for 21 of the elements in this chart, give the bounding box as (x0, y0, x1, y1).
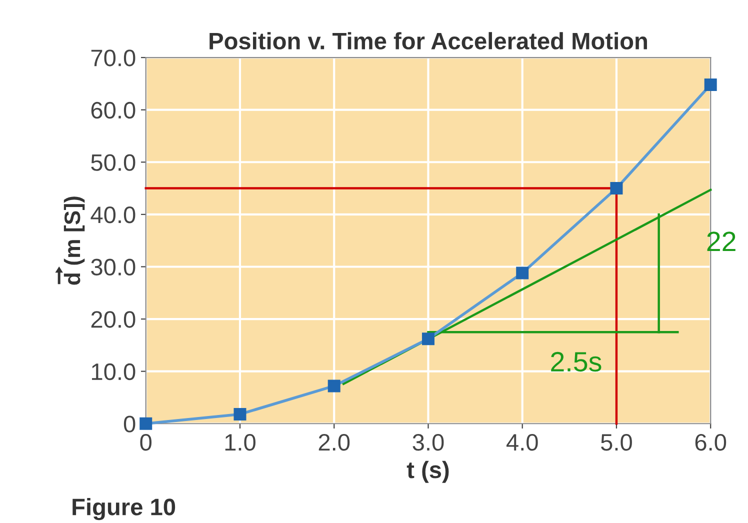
y-axis-title: d (m [S]) (64, 196, 85, 285)
y-tick-label: 60.0 (91, 102, 136, 119)
y-tick-label: 40.0 (90, 206, 136, 224)
x-tick-label: 0 (140, 434, 152, 451)
chart-title: Position v. Time for Accelerated Motion (210, 32, 647, 50)
x-axis-title: t (s) (406, 460, 449, 483)
y-tick-label: 10.0 (92, 363, 136, 380)
annotation: 22 (707, 232, 736, 252)
annotation: 2.5s (551, 352, 602, 372)
x-tick-label: 6.0 (695, 434, 726, 451)
y-tick-label: 0 (124, 416, 136, 432)
x-tick-label: 2.0 (318, 434, 350, 451)
x-tick-label: 3.0 (412, 434, 444, 451)
caption: Figure 10 (72, 498, 176, 520)
y-tick-label: 20.0 (91, 311, 136, 328)
x-tick-label: 5.0 (601, 434, 632, 451)
y-tick-label: 50.0 (91, 154, 136, 171)
y-tick-label: 70.0 (91, 50, 136, 66)
y-tick-label: 30.0 (91, 258, 136, 276)
x-tick-label: 1.0 (225, 434, 256, 451)
x-tick-label: 4.0 (506, 434, 538, 451)
